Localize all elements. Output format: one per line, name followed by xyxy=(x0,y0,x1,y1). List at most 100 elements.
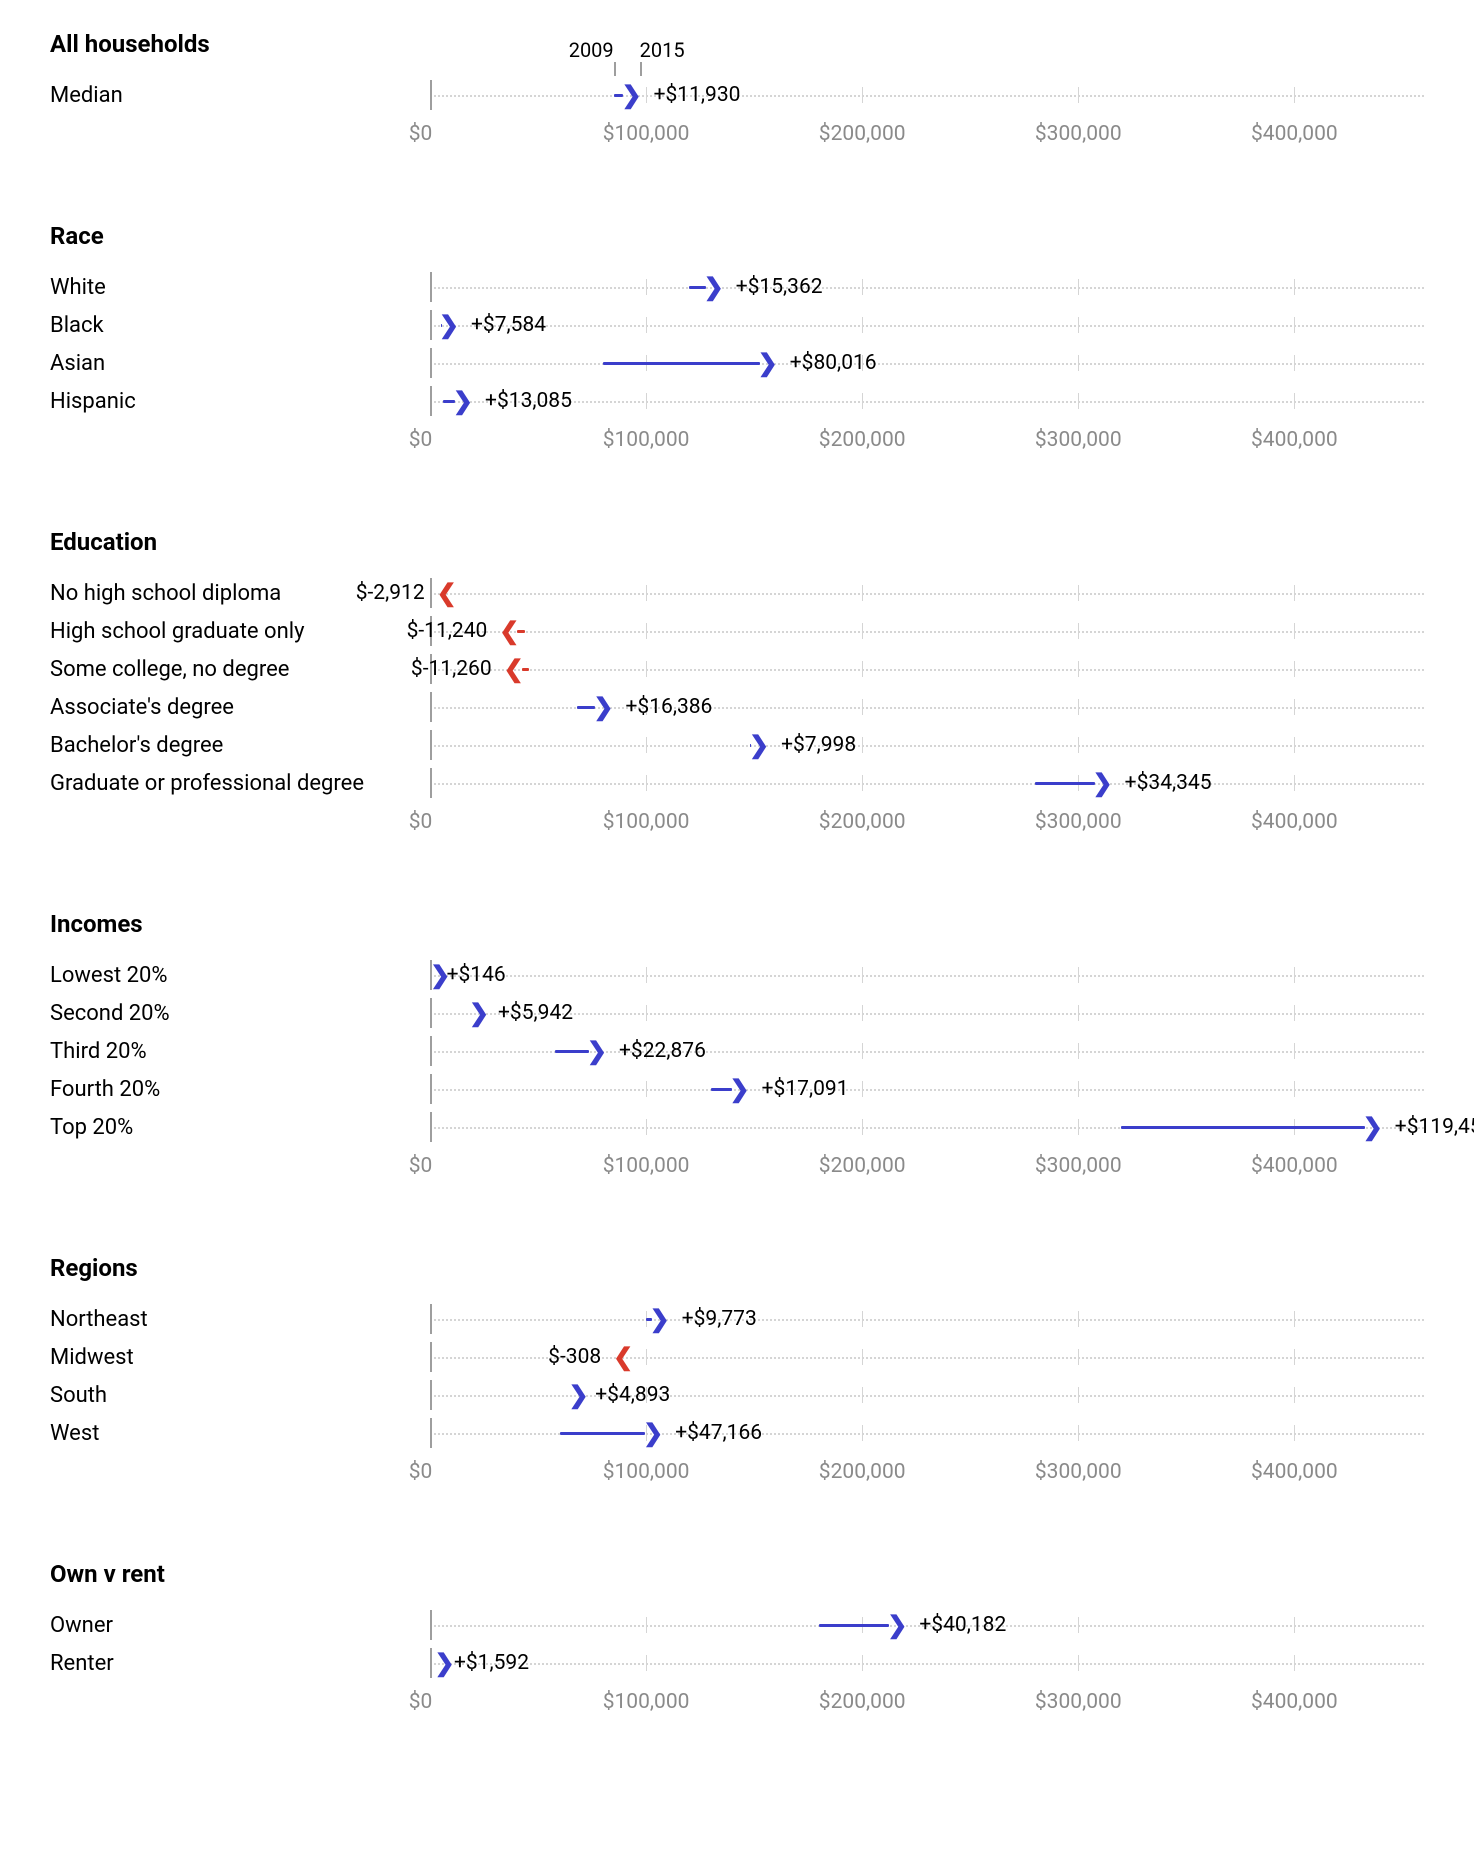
change-arrow: ❮ xyxy=(615,1346,616,1368)
section-title: Incomes xyxy=(50,910,1424,938)
row-plot: ❯+$146 xyxy=(430,956,1424,994)
axis-tick-label: $200,000 xyxy=(819,428,906,452)
change-arrow: ❮ xyxy=(506,658,530,680)
section-title: Race xyxy=(50,222,1424,250)
arrow-right-icon: ❯ xyxy=(643,1421,663,1445)
data-row: Some college, no degree ❮ $-11,260 xyxy=(50,650,1424,688)
delta-label: +$4,893 xyxy=(595,1383,670,1407)
delta-label: +$15,362 xyxy=(736,275,823,299)
row-label: Some college, no degree xyxy=(50,657,430,682)
row-label: Second 20% xyxy=(50,1001,430,1026)
row-label: South xyxy=(50,1383,430,1408)
axis-tick-label: $0 xyxy=(409,1690,433,1714)
row-label: Renter xyxy=(50,1651,430,1676)
data-row: Hispanic❯+$13,085 xyxy=(50,382,1424,420)
axis-tick-label: $300,000 xyxy=(1035,810,1122,834)
row-plot: ❯ +$13,085 xyxy=(430,382,1424,420)
data-row: Median20092015❯+$11,930 xyxy=(50,76,1424,114)
delta-label: +$146 xyxy=(447,963,506,987)
row-plot: ❯ +$80,016 xyxy=(430,344,1424,382)
delta-label: +$17,091 xyxy=(762,1077,849,1101)
section: RaceWhite❯+$15,362Black❯+$7,584Asian❯+$8… xyxy=(50,222,1424,458)
arrow-right-icon: ❯ xyxy=(730,1077,750,1101)
x-axis: $0$100,000$200,000$300,000$400,000 xyxy=(50,122,1424,152)
axis-tick-label: $300,000 xyxy=(1035,428,1122,452)
axis-tick-label: $0 xyxy=(409,122,433,146)
row-label: Associate's degree xyxy=(50,695,430,720)
arrow-right-icon: ❯ xyxy=(439,313,459,337)
axis-tick-label: $0 xyxy=(409,1154,433,1178)
x-axis: $0$100,000$200,000$300,000$400,000 xyxy=(50,1154,1424,1184)
data-row: Renter ❯ +$1,592 xyxy=(50,1644,1424,1682)
delta-label: +$7,998 xyxy=(781,733,856,757)
arrow-right-icon: ❯ xyxy=(453,389,473,413)
axis-tick-label: $400,000 xyxy=(1251,1690,1338,1714)
axis-tick-label: $100,000 xyxy=(603,1690,690,1714)
arrow-right-icon: ❯ xyxy=(568,1383,588,1407)
delta-label: +$16,386 xyxy=(626,695,713,719)
section: All householdsMedian20092015❯+$11,930$0$… xyxy=(50,30,1424,152)
row-label: West xyxy=(50,1421,430,1446)
data-row: Third 20% ❯ +$22,876 xyxy=(50,1032,1424,1070)
row-label: Third 20% xyxy=(50,1039,430,1064)
arrow-right-icon: ❯ xyxy=(593,695,613,719)
row-label: Graduate or professional degree xyxy=(50,771,430,796)
delta-label: +$119,457 xyxy=(1395,1115,1474,1139)
row-label: Median xyxy=(50,83,430,108)
data-row: Owner❯+$40,182 xyxy=(50,1606,1424,1644)
delta-label: +$40,182 xyxy=(919,1613,1006,1637)
section: IncomesLowest 20%❯+$146Second 20%❯+$5,94… xyxy=(50,910,1424,1184)
delta-label: +$22,876 xyxy=(619,1039,706,1063)
change-arrow: ❯ xyxy=(1121,1116,1380,1138)
arrow-right-icon: ❯ xyxy=(434,1651,454,1675)
row-label: Fourth 20% xyxy=(50,1077,430,1102)
row-label: Top 20% xyxy=(50,1115,430,1140)
row-plot: ❯ +$22,876 xyxy=(430,1032,1424,1070)
data-row: Asian❯+$80,016 xyxy=(50,344,1424,382)
change-arrow: ❯ xyxy=(436,1652,439,1674)
arrow-left-icon: ❮ xyxy=(437,581,457,605)
change-arrow: ❯ xyxy=(603,352,776,374)
data-row: Black❯+$7,584 xyxy=(50,306,1424,344)
row-label: Lowest 20% xyxy=(50,963,430,988)
axis-tick-label: $0 xyxy=(409,810,433,834)
section: EducationNo high school diploma❮$-2,912H… xyxy=(50,528,1424,840)
arrow-right-icon: ❯ xyxy=(587,1039,607,1063)
axis-tick-label: $300,000 xyxy=(1035,1690,1122,1714)
row-label: High school graduate only xyxy=(50,619,430,644)
arrow-right-icon: ❯ xyxy=(650,1307,670,1331)
data-row: Bachelor's degree❯+$7,998 xyxy=(50,726,1424,764)
axis-tick-label: $0 xyxy=(409,428,433,452)
axis-tick-label: $100,000 xyxy=(603,810,690,834)
row-label: Black xyxy=(50,313,430,338)
axis-tick-label: $200,000 xyxy=(819,810,906,834)
row-plot: ❮$-2,912 xyxy=(430,574,1424,612)
x-axis: $0$100,000$200,000$300,000$400,000 xyxy=(50,1690,1424,1720)
delta-label: +$47,166 xyxy=(675,1421,762,1445)
section: Own v rentOwner❯+$40,182Renter❯+$1,592$0… xyxy=(50,1560,1424,1720)
axis-tick-label: $300,000 xyxy=(1035,1154,1122,1178)
change-arrow: ❯ xyxy=(560,1422,662,1444)
row-plot: ❯ +$1,592 xyxy=(430,1644,1424,1682)
row-label: Bachelor's degree xyxy=(50,733,430,758)
row-plot: ❯+$40,182 xyxy=(430,1606,1424,1644)
row-plot: 20092015❯+$11,930 xyxy=(430,76,1424,114)
delta-label: +$5,942 xyxy=(498,1001,573,1025)
axis-tick-label: $100,000 xyxy=(603,1460,690,1484)
change-arrow: ❮ xyxy=(501,620,525,642)
delta-label: +$9,773 xyxy=(682,1307,757,1331)
delta-label: +$13,085 xyxy=(485,389,572,413)
axis-tick-label: $200,000 xyxy=(819,122,906,146)
data-row: Northeast❯+$9,773 xyxy=(50,1300,1424,1338)
data-row: Second 20%❯+$5,942 xyxy=(50,994,1424,1032)
delta-label: $-11,260 xyxy=(411,657,492,681)
row-plot: ❯ +$17,091 xyxy=(430,1070,1424,1108)
row-plot: ❯+$119,457 xyxy=(430,1108,1424,1146)
delta-label: +$1,592 xyxy=(454,1651,529,1675)
axis-tick-label: $400,000 xyxy=(1251,428,1338,452)
delta-label: +$80,016 xyxy=(790,351,877,375)
change-arrow: ❮ xyxy=(439,582,445,604)
arrow-plot-root: All householdsMedian20092015❯+$11,930$0$… xyxy=(50,30,1424,1720)
change-arrow: ❯ xyxy=(1035,772,1111,794)
row-plot: ❮$-11,240 xyxy=(430,612,1424,650)
